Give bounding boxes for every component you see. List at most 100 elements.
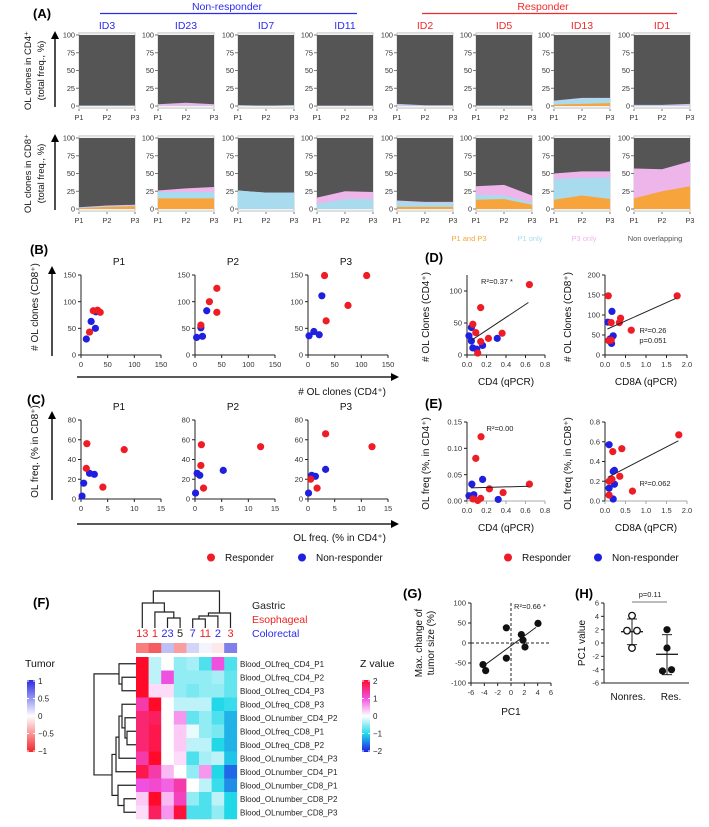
y-tick-label: 0 (462, 639, 466, 648)
y-tick-label: 75 (622, 151, 630, 160)
heatmap-cell (199, 792, 212, 806)
responder-point (469, 320, 477, 328)
y-axis-label: # OL clones (CD8⁺) (30, 263, 41, 351)
x-tick-label: 0.0 (600, 360, 610, 369)
x-tick-label: P2 (500, 113, 509, 122)
x-tick-label: P2 (658, 113, 667, 122)
x-tick-label: P2 (341, 216, 350, 225)
area-plot-cd4 (475, 32, 533, 109)
y-tick-label: 75 (464, 48, 472, 57)
y-tick-label: 25 (146, 187, 154, 196)
y-tick-label: 25 (305, 84, 313, 93)
y-tick-label: 0 (458, 351, 462, 360)
x-tick-label: 10 (130, 504, 138, 513)
dendrogram-branch (126, 730, 136, 746)
area-plot-cd8 (633, 135, 691, 212)
heatmap-cell (148, 697, 162, 712)
non-responder-point (90, 470, 98, 478)
heatmap-cell (211, 711, 225, 725)
y-tick-label: 40 (295, 455, 303, 464)
heatmap-cell (136, 711, 149, 725)
x-tick-label: P2 (262, 113, 271, 122)
area-non-overlapping (397, 138, 453, 209)
heatmap-cell (136, 684, 149, 698)
y-tick-label: 0.6 (590, 437, 600, 446)
scale-tick-label: 1 (38, 677, 43, 686)
legend-responder-label: Responder (225, 553, 275, 564)
dendrogram-branch (93, 673, 119, 776)
y-tick-label: 25 (146, 84, 154, 93)
area-p1-and-p3 (476, 199, 532, 209)
y-tick-label: 0 (186, 351, 190, 360)
x-tick-label: P3 (449, 216, 458, 225)
data-point-open (628, 611, 636, 620)
y-tick-label: 4 (595, 612, 599, 621)
x-tick-label: P2 (103, 113, 112, 122)
heatmap-cell (148, 778, 162, 793)
subplot-title: P1 (113, 402, 126, 413)
non-responder-point (193, 333, 201, 341)
responder-point (313, 484, 321, 492)
data-point (479, 661, 487, 669)
y-tick-label: 20 (68, 475, 76, 484)
responder-point (307, 475, 315, 483)
x-tick-label: 0 (79, 360, 83, 369)
area-plot-cd4 (237, 32, 295, 109)
x-tick-label: -6 (468, 688, 475, 697)
x-tick-label: 0.0 (462, 360, 472, 369)
x-tick-label: 0 (306, 360, 310, 369)
legend-item: P3 only (571, 234, 596, 243)
y-axis-label: tumor size (%) (426, 611, 437, 675)
y-tick-label: 50 (226, 66, 234, 75)
heatmap-cell (224, 738, 238, 752)
x-tick-label: 1.0 (641, 506, 651, 515)
area-non-overlapping (79, 138, 135, 209)
y-tick-label: 60 (68, 435, 76, 444)
tumor-color-scale-bar (27, 680, 35, 752)
y-tick-label: 40 (68, 455, 76, 464)
x-tick-label: 5 (106, 504, 110, 513)
non-responder-point (494, 495, 502, 504)
non-responder-point (91, 324, 99, 332)
x-tick-label: P1 (393, 113, 402, 122)
heatmap-cell (161, 792, 175, 806)
dendrogram-branch (192, 618, 206, 628)
x-tick-label: P1 (75, 113, 84, 122)
responder-point (199, 484, 208, 492)
x-tick-label: P1 (472, 113, 481, 122)
data-point (663, 626, 671, 634)
x-tick-label: P3 (210, 216, 219, 225)
heatmap-cell (211, 724, 225, 739)
y-tick-label: 25 (622, 84, 630, 93)
y-tick-label: 100 (177, 297, 190, 306)
heatmap-cell (224, 765, 238, 779)
heatmap-cell (161, 697, 175, 712)
x-tick-label: 5 (333, 504, 337, 513)
y-tick-label: 25 (464, 187, 472, 196)
y-tick-label: 0 (626, 205, 630, 214)
y-tick-label: 0 (72, 495, 76, 504)
heatmap-cell (199, 724, 212, 739)
area-p1-only (397, 104, 453, 106)
y-tick-label: 100 (63, 31, 75, 40)
x-tick-label: 150 (269, 360, 282, 369)
row-label: Blood_OLfreq_CD4_P2 (240, 673, 325, 682)
data-point (502, 654, 510, 662)
column-label: 2 (215, 628, 221, 640)
y-tick-label: 25 (226, 187, 234, 196)
area-plot-cd8 (237, 135, 295, 212)
x-tick-label: P3 (528, 216, 537, 225)
regression-line (471, 302, 529, 341)
y-tick-label: 0 (309, 102, 313, 111)
heatmap-cell (186, 778, 200, 793)
row-label: Blood_OLfreq_CD4_P3 (240, 687, 325, 696)
y-axis-label: (total freq., %) (36, 144, 47, 204)
heatmap-cell (186, 657, 200, 671)
dendrogram-branch (207, 612, 232, 628)
y-tick-label: 0 (468, 102, 472, 111)
heatmap-cell (224, 792, 238, 806)
x-tick-label: 0.6 (520, 506, 530, 515)
x-tick-label: P3 (686, 216, 695, 225)
group-title: Non-responder (192, 1, 263, 13)
heatmap-cell (173, 670, 187, 685)
